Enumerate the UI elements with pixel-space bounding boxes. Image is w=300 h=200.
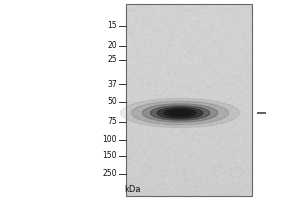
Ellipse shape	[142, 104, 218, 122]
Ellipse shape	[121, 98, 239, 128]
Text: 15: 15	[107, 21, 117, 30]
Ellipse shape	[169, 110, 191, 116]
Ellipse shape	[157, 107, 203, 119]
Ellipse shape	[164, 109, 196, 117]
Text: 37: 37	[107, 80, 117, 88]
Text: 250: 250	[103, 170, 117, 178]
Text: 20: 20	[107, 42, 117, 50]
Text: 100: 100	[103, 136, 117, 144]
Ellipse shape	[131, 101, 229, 125]
Bar	[126, 4, 252, 196]
Ellipse shape	[150, 106, 210, 120]
Text: 150: 150	[103, 152, 117, 160]
Text: 50: 50	[107, 98, 117, 106]
Text: 25: 25	[107, 55, 117, 64]
Text: kDa: kDa	[124, 186, 141, 194]
Text: 75: 75	[107, 117, 117, 127]
